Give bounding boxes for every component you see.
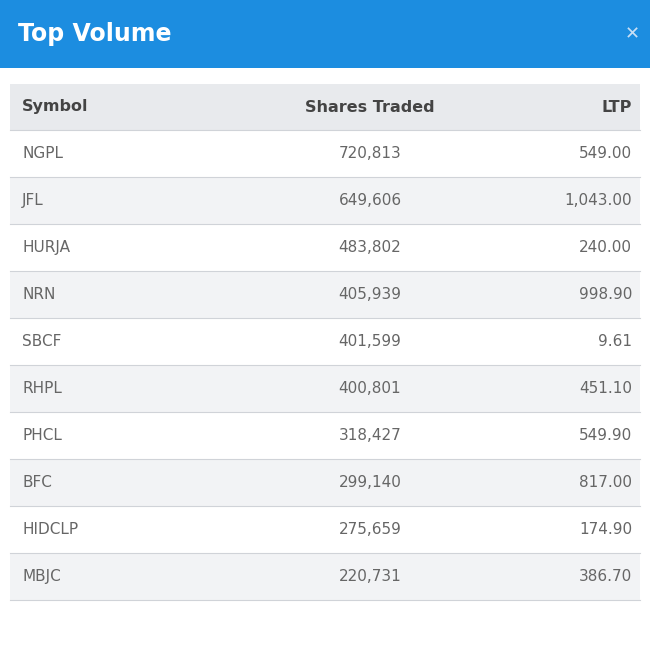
Text: JFL: JFL: [22, 193, 44, 208]
Text: 483,802: 483,802: [339, 240, 402, 255]
Text: 386.70: 386.70: [578, 569, 632, 584]
Text: 401,599: 401,599: [339, 334, 402, 349]
Text: LTP: LTP: [602, 100, 632, 115]
Text: 649,606: 649,606: [339, 193, 402, 208]
Text: NGPL: NGPL: [22, 146, 63, 161]
Text: Shares Traded: Shares Traded: [306, 100, 435, 115]
Text: PHCL: PHCL: [22, 428, 62, 443]
Text: NRN: NRN: [22, 287, 55, 302]
Text: HIDCLP: HIDCLP: [22, 522, 78, 537]
Text: 174.90: 174.90: [579, 522, 632, 537]
FancyBboxPatch shape: [10, 84, 640, 130]
Text: 405,939: 405,939: [339, 287, 402, 302]
Text: 400,801: 400,801: [339, 381, 401, 396]
Text: SBCF: SBCF: [22, 334, 61, 349]
FancyBboxPatch shape: [10, 506, 640, 553]
FancyBboxPatch shape: [10, 459, 640, 506]
FancyBboxPatch shape: [0, 0, 650, 68]
FancyBboxPatch shape: [10, 365, 640, 412]
Text: BFC: BFC: [22, 475, 52, 490]
Text: 549.90: 549.90: [578, 428, 632, 443]
Text: 240.00: 240.00: [579, 240, 632, 255]
Text: 549.00: 549.00: [579, 146, 632, 161]
FancyBboxPatch shape: [10, 177, 640, 224]
Text: MBJC: MBJC: [22, 569, 60, 584]
FancyBboxPatch shape: [10, 271, 640, 318]
Text: 299,140: 299,140: [339, 475, 402, 490]
FancyBboxPatch shape: [10, 553, 640, 600]
FancyBboxPatch shape: [10, 412, 640, 459]
FancyBboxPatch shape: [10, 318, 640, 365]
Text: HURJA: HURJA: [22, 240, 70, 255]
Text: 817.00: 817.00: [579, 475, 632, 490]
Text: Symbol: Symbol: [22, 100, 88, 115]
FancyBboxPatch shape: [10, 130, 640, 177]
Text: 9.61: 9.61: [598, 334, 632, 349]
Text: 275,659: 275,659: [339, 522, 402, 537]
Text: 220,731: 220,731: [339, 569, 402, 584]
Text: 1,043.00: 1,043.00: [564, 193, 632, 208]
Text: 998.90: 998.90: [578, 287, 632, 302]
Text: 720,813: 720,813: [339, 146, 402, 161]
Text: 318,427: 318,427: [339, 428, 402, 443]
FancyBboxPatch shape: [10, 224, 640, 271]
Text: Top Volume: Top Volume: [18, 22, 172, 46]
Text: RHPL: RHPL: [22, 381, 62, 396]
Text: ✕: ✕: [625, 25, 640, 43]
Text: 451.10: 451.10: [579, 381, 632, 396]
